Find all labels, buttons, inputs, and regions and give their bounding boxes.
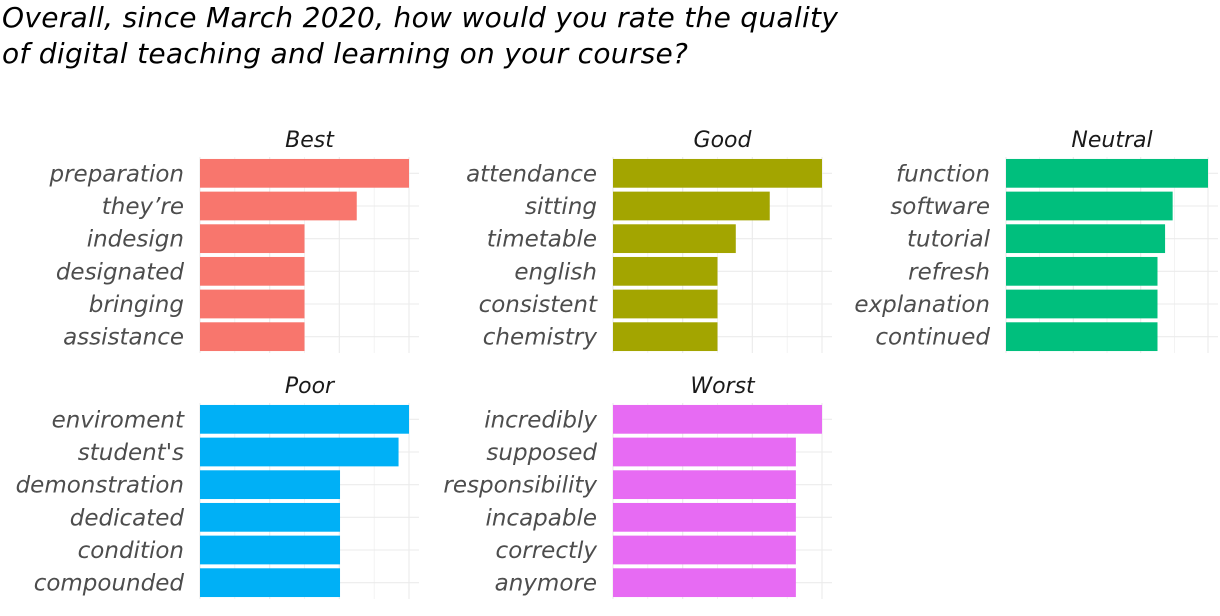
category-tick-label: tutorial	[907, 227, 991, 253]
bar	[613, 224, 736, 254]
chart-title-line-2: of digital teaching and learning on your…	[2, 37, 689, 70]
category-tick-label: timetable	[487, 227, 597, 253]
bar	[200, 568, 341, 598]
bar	[613, 502, 796, 532]
bar	[613, 535, 796, 565]
category-tick-label: attendance	[466, 161, 597, 187]
category-tick-label: designated	[56, 259, 185, 285]
bar	[200, 191, 357, 221]
category-tick-label: explanation	[854, 292, 990, 318]
category-tick-label: supposed	[486, 440, 597, 466]
category-tick-label: indesign	[87, 227, 184, 253]
bar	[613, 322, 718, 352]
bar	[200, 289, 305, 319]
facet-label: Poor	[285, 374, 336, 399]
facet-label: Worst	[690, 374, 756, 399]
bar	[613, 256, 718, 286]
category-tick-label: assistance	[63, 325, 184, 351]
bar	[200, 437, 399, 467]
bar	[200, 470, 341, 500]
bar	[1006, 322, 1158, 352]
chart-title: Overall, since March 2020, how would you…	[2, 0, 838, 72]
bar	[200, 224, 305, 254]
category-tick-label: function	[896, 161, 990, 187]
category-tick-label: continued	[875, 325, 990, 351]
bar	[200, 158, 409, 188]
category-tick-label: sitting	[525, 194, 597, 220]
bar	[200, 256, 305, 286]
bar	[200, 322, 305, 352]
bar	[1006, 191, 1173, 221]
category-tick-label: incapable	[485, 505, 597, 531]
bar	[613, 568, 796, 598]
category-tick-label: demonstration	[16, 473, 184, 499]
bar	[1006, 289, 1158, 319]
category-tick-label: student's	[78, 440, 184, 466]
bar	[1006, 256, 1158, 286]
bar	[613, 191, 770, 221]
bar	[613, 289, 718, 319]
facet-label: Neutral	[1071, 128, 1152, 153]
category-tick-label: responsibility	[443, 473, 597, 499]
category-tick-label: anymore	[495, 571, 597, 597]
chart-title-line-1: Overall, since March 2020, how would you…	[2, 1, 839, 34]
category-tick-label: software	[890, 194, 990, 220]
category-tick-label: enviroment	[52, 407, 185, 433]
category-tick-label: consistent	[479, 292, 598, 318]
category-tick-label: english	[514, 259, 597, 285]
category-tick-label: they’re	[102, 194, 184, 220]
category-tick-label: preparation	[48, 161, 184, 187]
bar	[613, 437, 796, 467]
bar	[1006, 224, 1166, 254]
facet-label: Best	[285, 128, 335, 153]
bar	[200, 404, 409, 434]
category-tick-label: dedicated	[70, 505, 185, 531]
category-tick-label: compounded	[34, 571, 185, 597]
bar	[200, 535, 341, 565]
category-tick-label: condition	[78, 538, 184, 564]
category-tick-label: bringing	[89, 292, 184, 318]
bar	[613, 404, 822, 434]
category-tick-label: refresh	[908, 259, 990, 285]
bar	[1006, 158, 1208, 188]
category-tick-label: incredibly	[484, 407, 597, 433]
category-tick-label: correctly	[496, 538, 598, 564]
facet-label: Good	[694, 128, 753, 153]
bar	[613, 158, 822, 188]
category-tick-label: chemistry	[483, 325, 598, 351]
bar	[613, 470, 796, 500]
bar	[200, 502, 341, 532]
